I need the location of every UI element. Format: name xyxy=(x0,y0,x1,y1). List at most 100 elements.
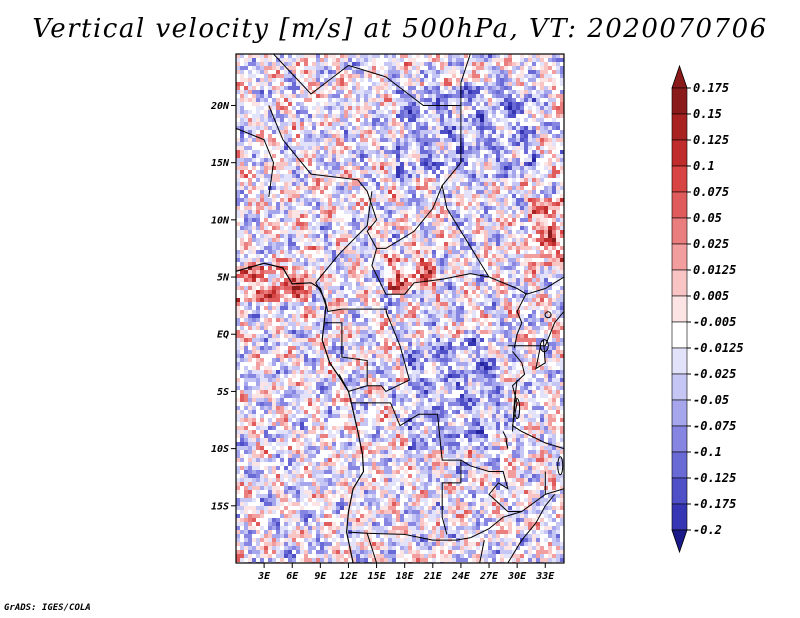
field-cell xyxy=(340,122,345,127)
field-cell xyxy=(536,290,541,295)
field-cell xyxy=(380,206,385,211)
field-cell xyxy=(304,142,309,147)
field-cell xyxy=(396,294,401,299)
field-cell xyxy=(348,150,353,155)
field-cell xyxy=(352,90,357,95)
field-cell xyxy=(468,210,473,215)
field-cell xyxy=(432,74,437,79)
field-cell xyxy=(264,226,269,231)
field-cell xyxy=(272,98,277,103)
field-cell xyxy=(448,158,453,163)
field-cell xyxy=(332,106,337,111)
field-cell xyxy=(272,286,277,291)
field-cell xyxy=(304,210,309,215)
field-cell xyxy=(384,146,389,151)
field-cell xyxy=(444,210,449,215)
field-cell xyxy=(280,254,285,259)
field-cell xyxy=(376,122,381,127)
field-cell xyxy=(272,54,277,59)
field-cell xyxy=(280,118,285,123)
field-cell xyxy=(400,122,405,127)
field-cell xyxy=(500,194,505,199)
field-cell xyxy=(380,258,385,263)
field-cell xyxy=(340,222,345,227)
field-cell xyxy=(372,198,377,203)
field-cell xyxy=(260,194,265,199)
field-cell xyxy=(560,254,564,259)
field-cell xyxy=(272,230,277,235)
field-cell xyxy=(416,274,421,279)
field-cell xyxy=(420,226,425,231)
field-cell xyxy=(468,254,473,259)
field-cell xyxy=(452,54,457,59)
field-cell xyxy=(444,114,449,119)
field-cell xyxy=(408,170,413,175)
field-cell xyxy=(420,258,425,263)
field-cell xyxy=(340,78,345,83)
field-cell xyxy=(368,162,373,167)
field-cell xyxy=(356,158,361,163)
field-cell xyxy=(528,138,533,143)
field-cell xyxy=(400,234,405,239)
field-cell xyxy=(288,290,293,295)
field-cell xyxy=(304,198,309,203)
field-cell xyxy=(460,162,465,167)
field-cell xyxy=(428,266,433,271)
field-cell xyxy=(316,186,321,191)
field-cell xyxy=(468,246,473,251)
field-cell xyxy=(272,214,277,219)
field-cell xyxy=(416,254,421,259)
field-cell xyxy=(256,138,261,143)
field-cell xyxy=(388,146,393,151)
field-cell xyxy=(436,78,441,83)
field-cell xyxy=(436,142,441,147)
field-cell xyxy=(268,70,273,75)
field-cell xyxy=(432,170,437,175)
field-cell xyxy=(544,234,549,239)
field-cell xyxy=(508,122,513,127)
field-cell xyxy=(492,274,497,279)
field-cell xyxy=(404,106,409,111)
field-cell xyxy=(260,218,265,223)
field-cell xyxy=(496,230,501,235)
field-cell xyxy=(300,294,305,299)
field-cell xyxy=(244,194,249,199)
field-cell xyxy=(456,270,461,275)
field-cell xyxy=(524,174,529,179)
field-cell xyxy=(292,194,297,199)
field-cell xyxy=(512,250,517,255)
field-cell xyxy=(476,182,481,187)
field-cell xyxy=(540,98,545,103)
field-cell xyxy=(392,294,397,299)
field-cell xyxy=(328,102,333,107)
field-cell xyxy=(244,242,249,247)
field-cell xyxy=(384,82,389,87)
field-cell xyxy=(436,254,441,259)
field-cell xyxy=(352,170,357,175)
field-cell xyxy=(260,242,265,247)
field-cell xyxy=(264,290,269,295)
field-cell xyxy=(344,66,349,71)
field-cell xyxy=(508,286,513,291)
field-cell xyxy=(416,294,421,299)
field-cell xyxy=(408,82,413,87)
field-cell xyxy=(272,146,277,151)
field-cell xyxy=(508,210,513,215)
field-cell xyxy=(344,238,349,243)
field-cell xyxy=(380,102,385,107)
field-cell xyxy=(236,66,241,71)
field-cell xyxy=(384,214,389,219)
field-cell xyxy=(260,250,265,255)
field-cell xyxy=(252,130,257,135)
field-cell xyxy=(544,254,549,259)
field-cell xyxy=(452,250,457,255)
field-cell xyxy=(308,126,313,131)
field-cell xyxy=(548,70,553,75)
field-cell xyxy=(532,66,537,71)
field-cell xyxy=(424,274,429,279)
field-cell xyxy=(312,82,317,87)
field-cell xyxy=(408,178,413,183)
field-cell xyxy=(248,238,253,243)
field-cell xyxy=(512,130,517,135)
field-cell xyxy=(468,190,473,195)
